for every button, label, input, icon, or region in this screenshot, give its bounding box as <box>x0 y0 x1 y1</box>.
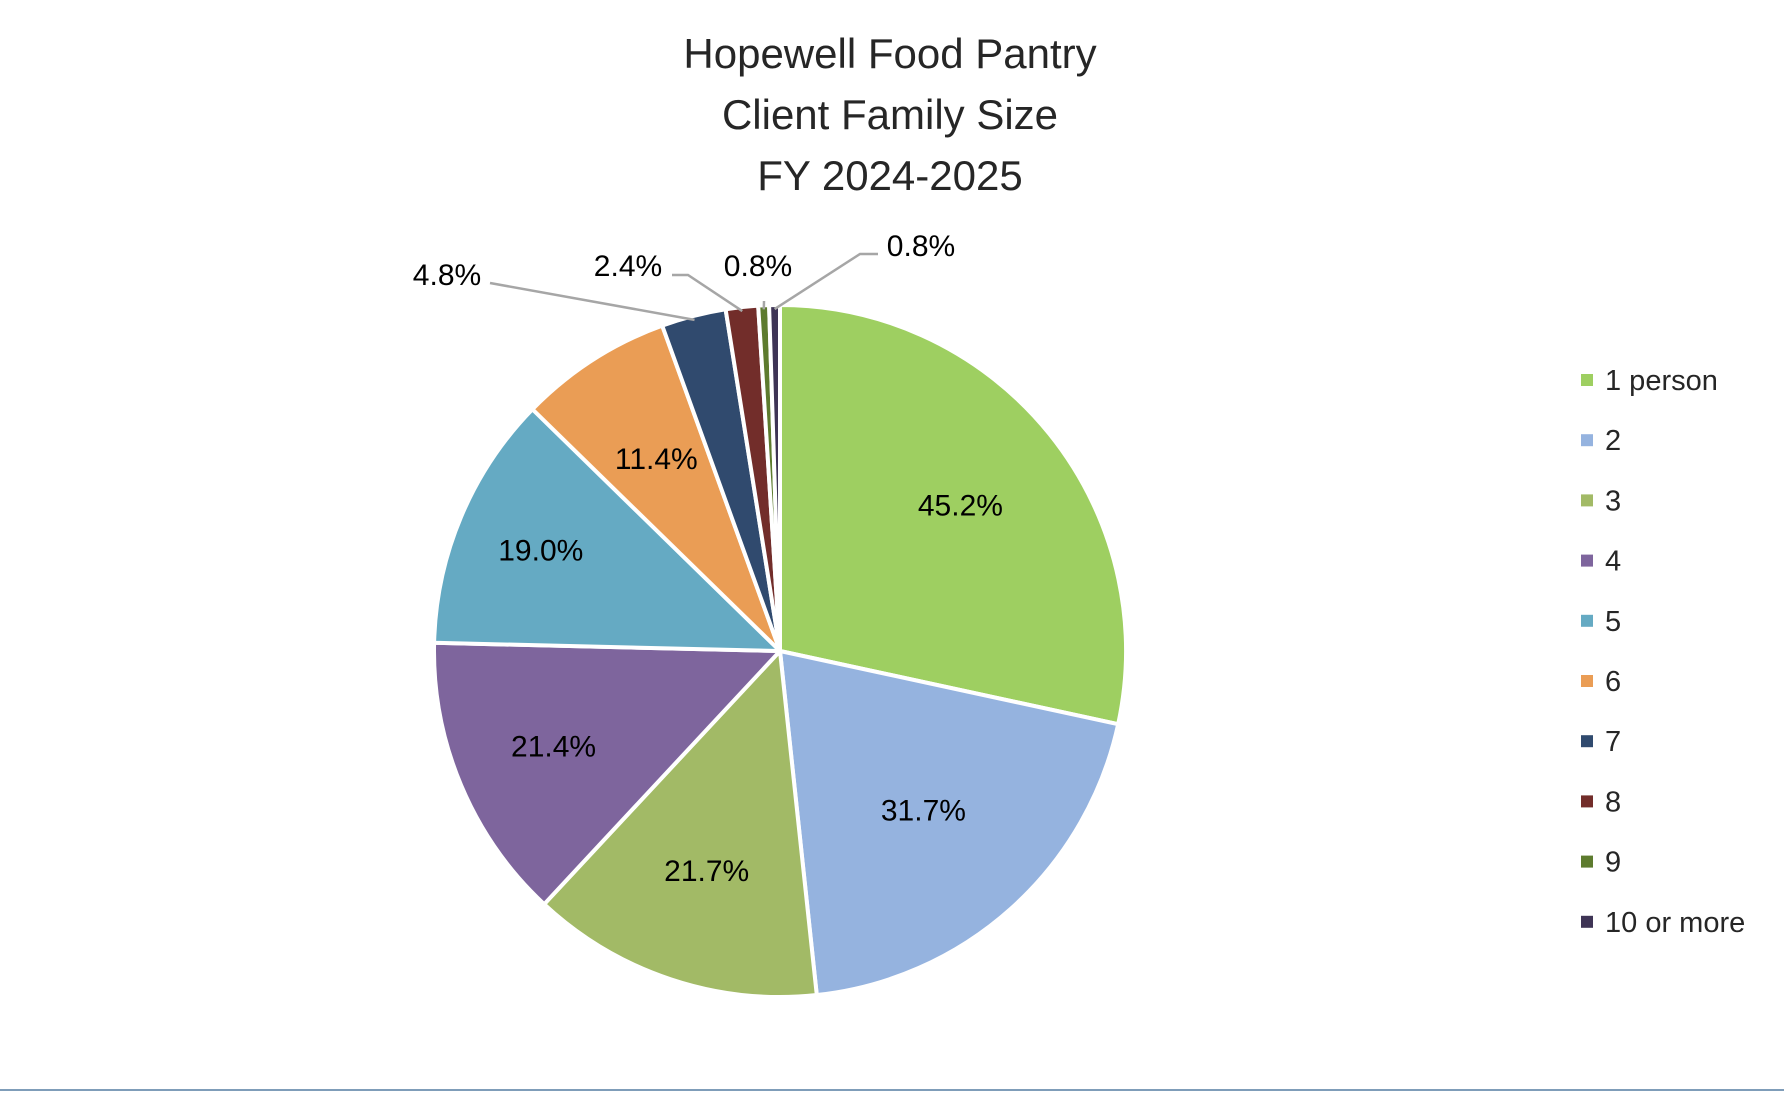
data-labels: 45.2% 31.7% 21.7% 21.4% 19.0% 11.4% 4.8% 2.4% 0.… <box>413 230 1003 888</box>
legend-label-9: 9 <box>1605 847 1621 879</box>
legend-swatch-6 <box>1581 675 1593 687</box>
legend-label-4: 4 <box>1605 546 1621 578</box>
data-label-3: 21.7% <box>664 855 749 888</box>
legend-swatch-10 <box>1581 915 1593 928</box>
chart-title-line-3: FY 2024-2025 <box>757 152 1022 199</box>
legend-swatch-9 <box>1581 855 1593 868</box>
leader-lines <box>489 252 878 322</box>
legend-swatch-2 <box>1581 434 1593 447</box>
leader-line-7 <box>489 281 695 322</box>
pie-slice-4 <box>432 640 782 907</box>
data-label-5: 19.0% <box>498 534 583 567</box>
chart-title: Hopewell Food Pantry Client Family Size FY… <box>683 30 1096 199</box>
leader-line-8 <box>672 273 743 313</box>
legend-label-10: 10 or more <box>1605 907 1745 939</box>
legend-swatch-5 <box>1581 614 1593 627</box>
chart-title-line-2: Client Family Size <box>722 91 1058 138</box>
data-label-6: 11.4% <box>615 443 698 476</box>
legend-label-1: 1 person <box>1605 365 1718 397</box>
bottom-border <box>0 1089 1784 1091</box>
legend: 1 person 2 3 4 5 6 7 8 9 10 or more <box>1581 365 1745 939</box>
legend-label-5: 5 <box>1605 606 1621 638</box>
data-label-4: 21.4% <box>511 730 596 763</box>
legend-swatch-1 <box>1581 374 1593 386</box>
legend-label-6: 6 <box>1605 666 1621 698</box>
legend-swatch-4 <box>1581 554 1593 567</box>
legend-label-3: 3 <box>1605 485 1621 517</box>
leader-line-10 <box>773 252 878 311</box>
legend-swatch-7 <box>1581 735 1593 748</box>
pie-slice-5 <box>432 407 782 653</box>
pie-slice-1 <box>778 303 1128 727</box>
legend-label-2: 2 <box>1605 425 1621 457</box>
data-label-9: 0.8% <box>724 250 792 283</box>
pie-slices <box>432 302 1128 999</box>
data-label-1: 45.2% <box>918 489 1003 522</box>
legend-label-7: 7 <box>1605 726 1621 758</box>
pie-slice-6 <box>530 323 782 653</box>
data-label-7: 4.8% <box>413 259 481 292</box>
legend-label-8: 8 <box>1605 786 1621 818</box>
pie-slice-2 <box>778 649 1121 998</box>
data-label-2: 31.7% <box>881 795 966 828</box>
legend-swatch-8 <box>1581 795 1593 808</box>
data-label-8: 2.4% <box>594 250 662 283</box>
chart-title-line-1: Hopewell Food Pantry <box>683 30 1096 77</box>
data-label-10: 0.8% <box>887 230 955 263</box>
pie-slice-3 <box>542 649 819 999</box>
legend-swatch-3 <box>1581 494 1593 507</box>
